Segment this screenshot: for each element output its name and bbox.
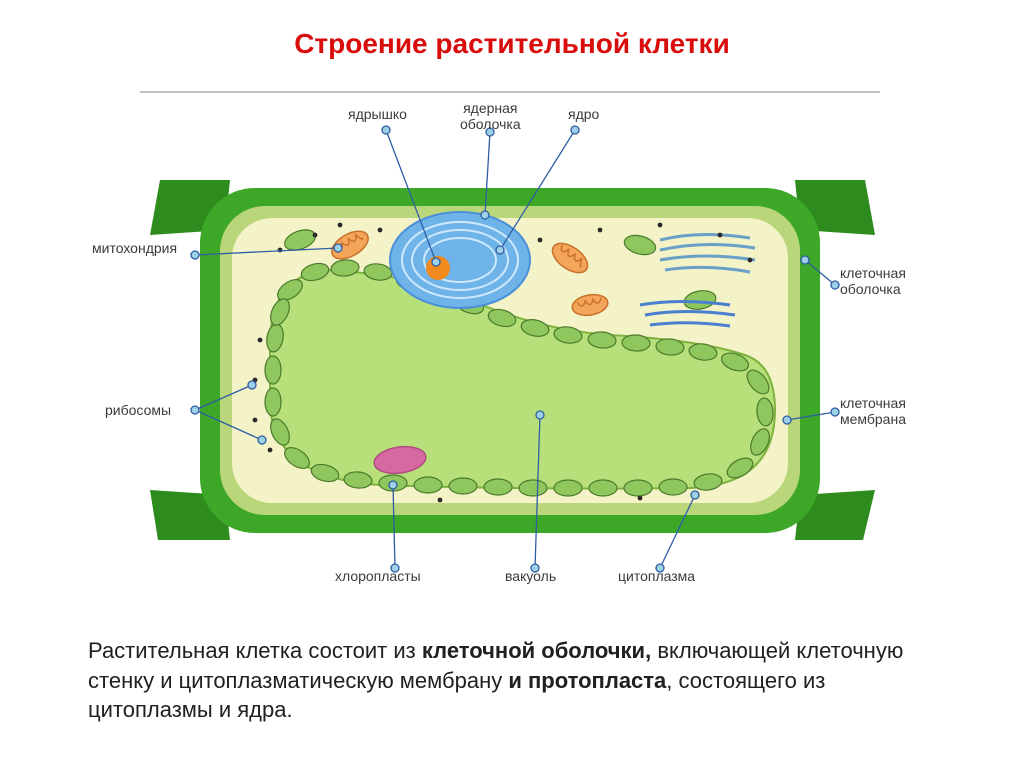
title-text: Строение растительной клетки bbox=[294, 28, 730, 59]
cell-svg bbox=[140, 90, 880, 590]
label-cytoplasm: цитоплазма bbox=[618, 568, 695, 584]
label-nucleus: ядро bbox=[568, 106, 599, 122]
label-nucleolus: ядрышко bbox=[348, 106, 407, 122]
page-title: Строение растительной клетки bbox=[0, 28, 1024, 60]
label-nuclear-envelope: ядернаяоболочка bbox=[460, 100, 521, 132]
cell-diagram: ядрышко ядернаяоболочка ядро митохондрия… bbox=[140, 90, 880, 590]
label-cell-membrane: клеточнаямембрана bbox=[840, 395, 906, 427]
label-vacuole: вакуоль bbox=[505, 568, 556, 584]
description-text: Растительная клетка состоит из клеточной… bbox=[88, 636, 936, 725]
slide: Строение растительной клетки bbox=[0, 0, 1024, 767]
label-mitochondrion: митохондрия bbox=[92, 240, 177, 256]
label-chloroplasts: хлоропласты bbox=[335, 568, 421, 584]
label-ribosomes: рибосомы bbox=[105, 402, 171, 418]
label-cell-wall: клеточнаяоболочка bbox=[840, 265, 906, 297]
